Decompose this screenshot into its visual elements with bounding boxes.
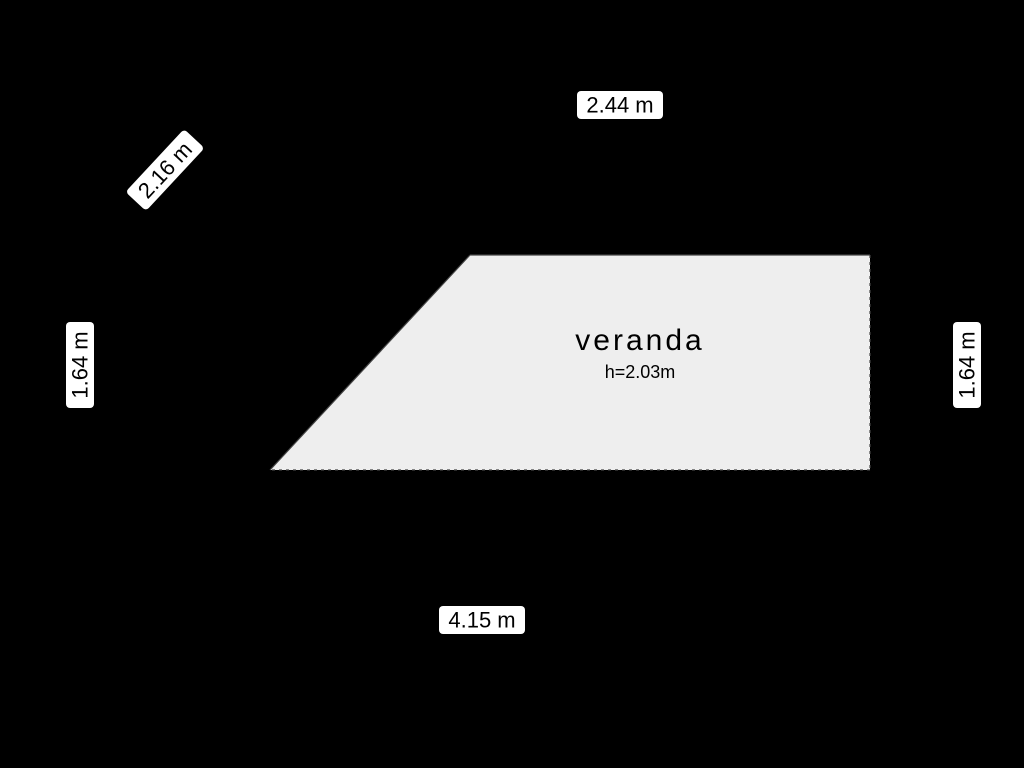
dimension-label-text: 2.44 m <box>586 93 653 118</box>
room-height-label: h=2.03m <box>605 362 676 382</box>
dimension-left: 1.64 m <box>66 322 94 408</box>
room-name: veranda <box>575 324 704 357</box>
dimension-label-text: 1.64 m <box>68 331 93 398</box>
dimension-diag: 2.16 m <box>125 129 204 211</box>
dimension-right: 1.64 m <box>953 322 981 408</box>
dimension-label-text: 2.16 m <box>133 137 197 203</box>
dimension-label-text: 1.64 m <box>955 331 980 398</box>
dimension-label-text: 4.15 m <box>448 608 515 633</box>
room-fill <box>270 255 870 470</box>
floor-plan-diagram: veranda h=2.03m 2.44 m 2.16 m 1.64 m 1.64 m… <box>0 0 1024 768</box>
dimension-top: 2.44 m <box>577 91 663 119</box>
dimension-bottom: 4.15 m <box>439 606 525 634</box>
room-shape <box>270 255 870 470</box>
